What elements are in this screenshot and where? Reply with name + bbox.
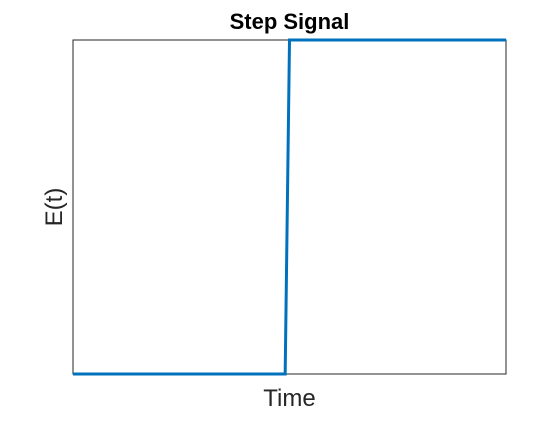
- series-line-0: [73, 38, 506, 376]
- y-axis-label: E(t): [41, 188, 68, 227]
- series-layer: [73, 38, 506, 376]
- chart-title: Step Signal: [230, 9, 350, 34]
- x-axis-label: Time: [263, 385, 315, 412]
